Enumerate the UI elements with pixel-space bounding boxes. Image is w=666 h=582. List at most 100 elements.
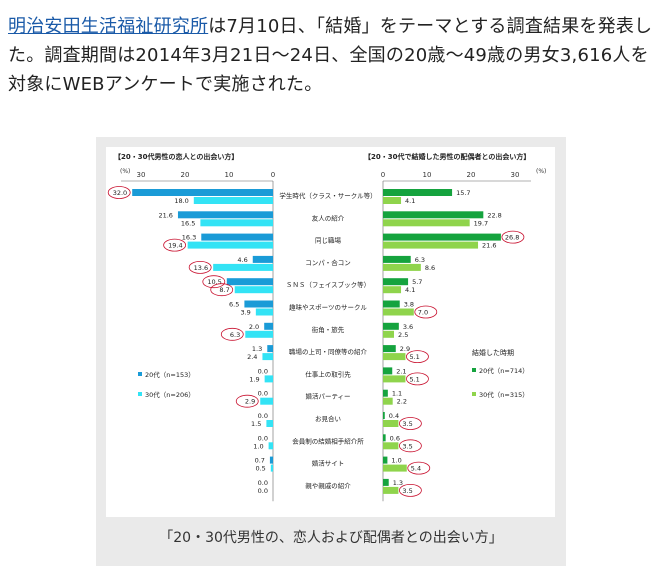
right-bar-value: 2.1 — [396, 367, 406, 375]
right-bar — [383, 442, 399, 450]
legend-swatch — [472, 392, 476, 396]
left-bar — [264, 375, 273, 383]
right-bar-value: 5.7 — [412, 278, 422, 286]
category-label: 職場の上司・同僚等の紹介 — [289, 347, 368, 356]
highlight-circle — [501, 230, 525, 244]
category-label: 会員制の結婚相手紹介所 — [292, 436, 364, 445]
right-bar — [383, 330, 394, 338]
left-bar-value: 0.5 — [255, 465, 265, 473]
right-bar-value: 5.1 — [409, 375, 419, 383]
right-bar-value: 2.2 — [397, 398, 407, 406]
legend-label: 30代（n=206） — [145, 390, 195, 399]
legend-label: 30代（n=315） — [479, 390, 529, 399]
left-bar — [262, 353, 273, 361]
highlight-circle — [406, 350, 429, 364]
right-bar — [383, 211, 484, 219]
right-bar-value: 1.0 — [391, 457, 401, 465]
legend-swatch — [472, 368, 476, 372]
left-bar-value: 1.9 — [249, 375, 259, 383]
right-bar-value: 1.1 — [392, 390, 402, 398]
right-bar — [383, 300, 400, 308]
right-tick-label: 0 — [381, 171, 385, 179]
left-bar — [187, 241, 273, 249]
right-chart-title: 【20・30代で結婚した男性の配偶者との出会い方】 — [364, 152, 530, 161]
category-label: 仕事上の取引先 — [305, 369, 351, 378]
highlight-circle — [414, 305, 438, 319]
left-bar — [226, 278, 273, 286]
left-bar-value: 16.3 — [182, 234, 196, 242]
category-label: コンパ・合コン — [305, 258, 351, 267]
right-bar — [383, 241, 479, 249]
left-bar-value: 3.9 — [240, 309, 250, 317]
right-bar — [383, 434, 386, 442]
left-bar-value: 0.7 — [255, 457, 265, 465]
left-bar-value: 8.7 — [219, 286, 229, 294]
right-bar-value: 4.1 — [405, 197, 415, 205]
right-bar — [383, 197, 402, 204]
legends: 20代（n=153） 30代（n=206） 結婚した時期 20代（n=714） 30代（… — [138, 348, 529, 399]
left-bar-value: 32.0 — [113, 189, 127, 197]
right-bar — [383, 486, 399, 494]
left-bar — [213, 263, 273, 271]
right-bar-value: 3.5 — [402, 420, 412, 428]
right-bar — [383, 263, 421, 271]
highlight-circle — [398, 483, 422, 497]
left-bar-value: 21.6 — [158, 211, 172, 219]
chart-image: 【20・30代男性の恋人との出会い方】 (%) 30 20 10 0 32.0 18.0 21.… — [106, 147, 555, 517]
right-bar — [383, 412, 385, 419]
right-bar — [383, 233, 501, 241]
right-bar-value: 21.6 — [482, 242, 496, 250]
highlight-circle — [163, 238, 187, 252]
right-bar-value: 26.8 — [505, 234, 519, 242]
left-bar — [201, 233, 273, 241]
right-bar — [383, 456, 388, 464]
right-bar-value: 3.5 — [402, 487, 412, 495]
left-bar — [234, 286, 273, 294]
highlight-circle — [398, 439, 422, 453]
right-bar-value: 8.6 — [425, 264, 435, 272]
right-bar — [383, 189, 453, 196]
left-bar — [252, 255, 273, 263]
category-label: お見合い — [315, 414, 341, 423]
left-tick-label: 30 — [137, 171, 146, 179]
right-bar — [383, 478, 389, 486]
right-bar — [383, 345, 396, 353]
left-bar-value: 2.4 — [247, 353, 257, 361]
right-bar — [383, 353, 406, 361]
category-label: 婚活サイト — [312, 459, 345, 468]
right-bar-value: 7.0 — [418, 309, 428, 317]
left-bar — [267, 345, 273, 353]
left-bar-value: 1.5 — [251, 420, 261, 428]
left-bar-value: 0.0 — [258, 479, 268, 487]
right-bar-value: 19.7 — [474, 219, 488, 227]
highlight-circle — [398, 417, 422, 430]
left-tick-label: 10 — [225, 171, 234, 179]
legend-swatch — [138, 392, 142, 396]
left-bar — [193, 197, 273, 204]
left-bar — [245, 330, 273, 338]
highlight-circle — [202, 275, 226, 289]
right-bar-value: 0.6 — [390, 434, 400, 442]
article-intro: 明治安田生活福祉研究所は7月10日、「結婚」をテーマとする調査結果を発表した。調… — [8, 12, 658, 99]
left-bar-value: 13.6 — [194, 264, 208, 272]
right-legend-title: 結婚した時期 — [472, 348, 514, 357]
left-bar-value: 0.0 — [258, 367, 268, 375]
institute-link[interactable]: 明治安田生活福祉研究所 — [8, 16, 209, 37]
right-bar-value: 1.3 — [393, 479, 403, 487]
left-bar-value: 18.0 — [174, 197, 188, 205]
left-bar — [177, 211, 273, 219]
figure-caption: 「20・30代男性の、恋人および配偶者との出会い方」 — [159, 530, 503, 546]
right-bar-value: 5.1 — [409, 353, 419, 361]
left-bar-value: 0.0 — [258, 390, 268, 398]
highlight-circle — [107, 186, 131, 199]
right-bar-value: 3.6 — [403, 323, 413, 331]
left-tick-label: 0 — [271, 171, 275, 179]
right-bar — [383, 322, 399, 330]
article-text: は7月10日、「結婚」をテーマとする調査結果を発表した。調査期間は2014年3月… — [8, 16, 653, 95]
right-bar-value: 0.4 — [389, 412, 399, 420]
category-label: 街角・旅先 — [312, 325, 345, 334]
chart-svg: 【20・30代男性の恋人との出会い方】(%) 30 20 10 032.018.021.… — [107, 152, 546, 502]
left-bar — [266, 420, 273, 427]
left-bar — [260, 397, 273, 405]
right-bar-value: 5.4 — [411, 465, 421, 473]
